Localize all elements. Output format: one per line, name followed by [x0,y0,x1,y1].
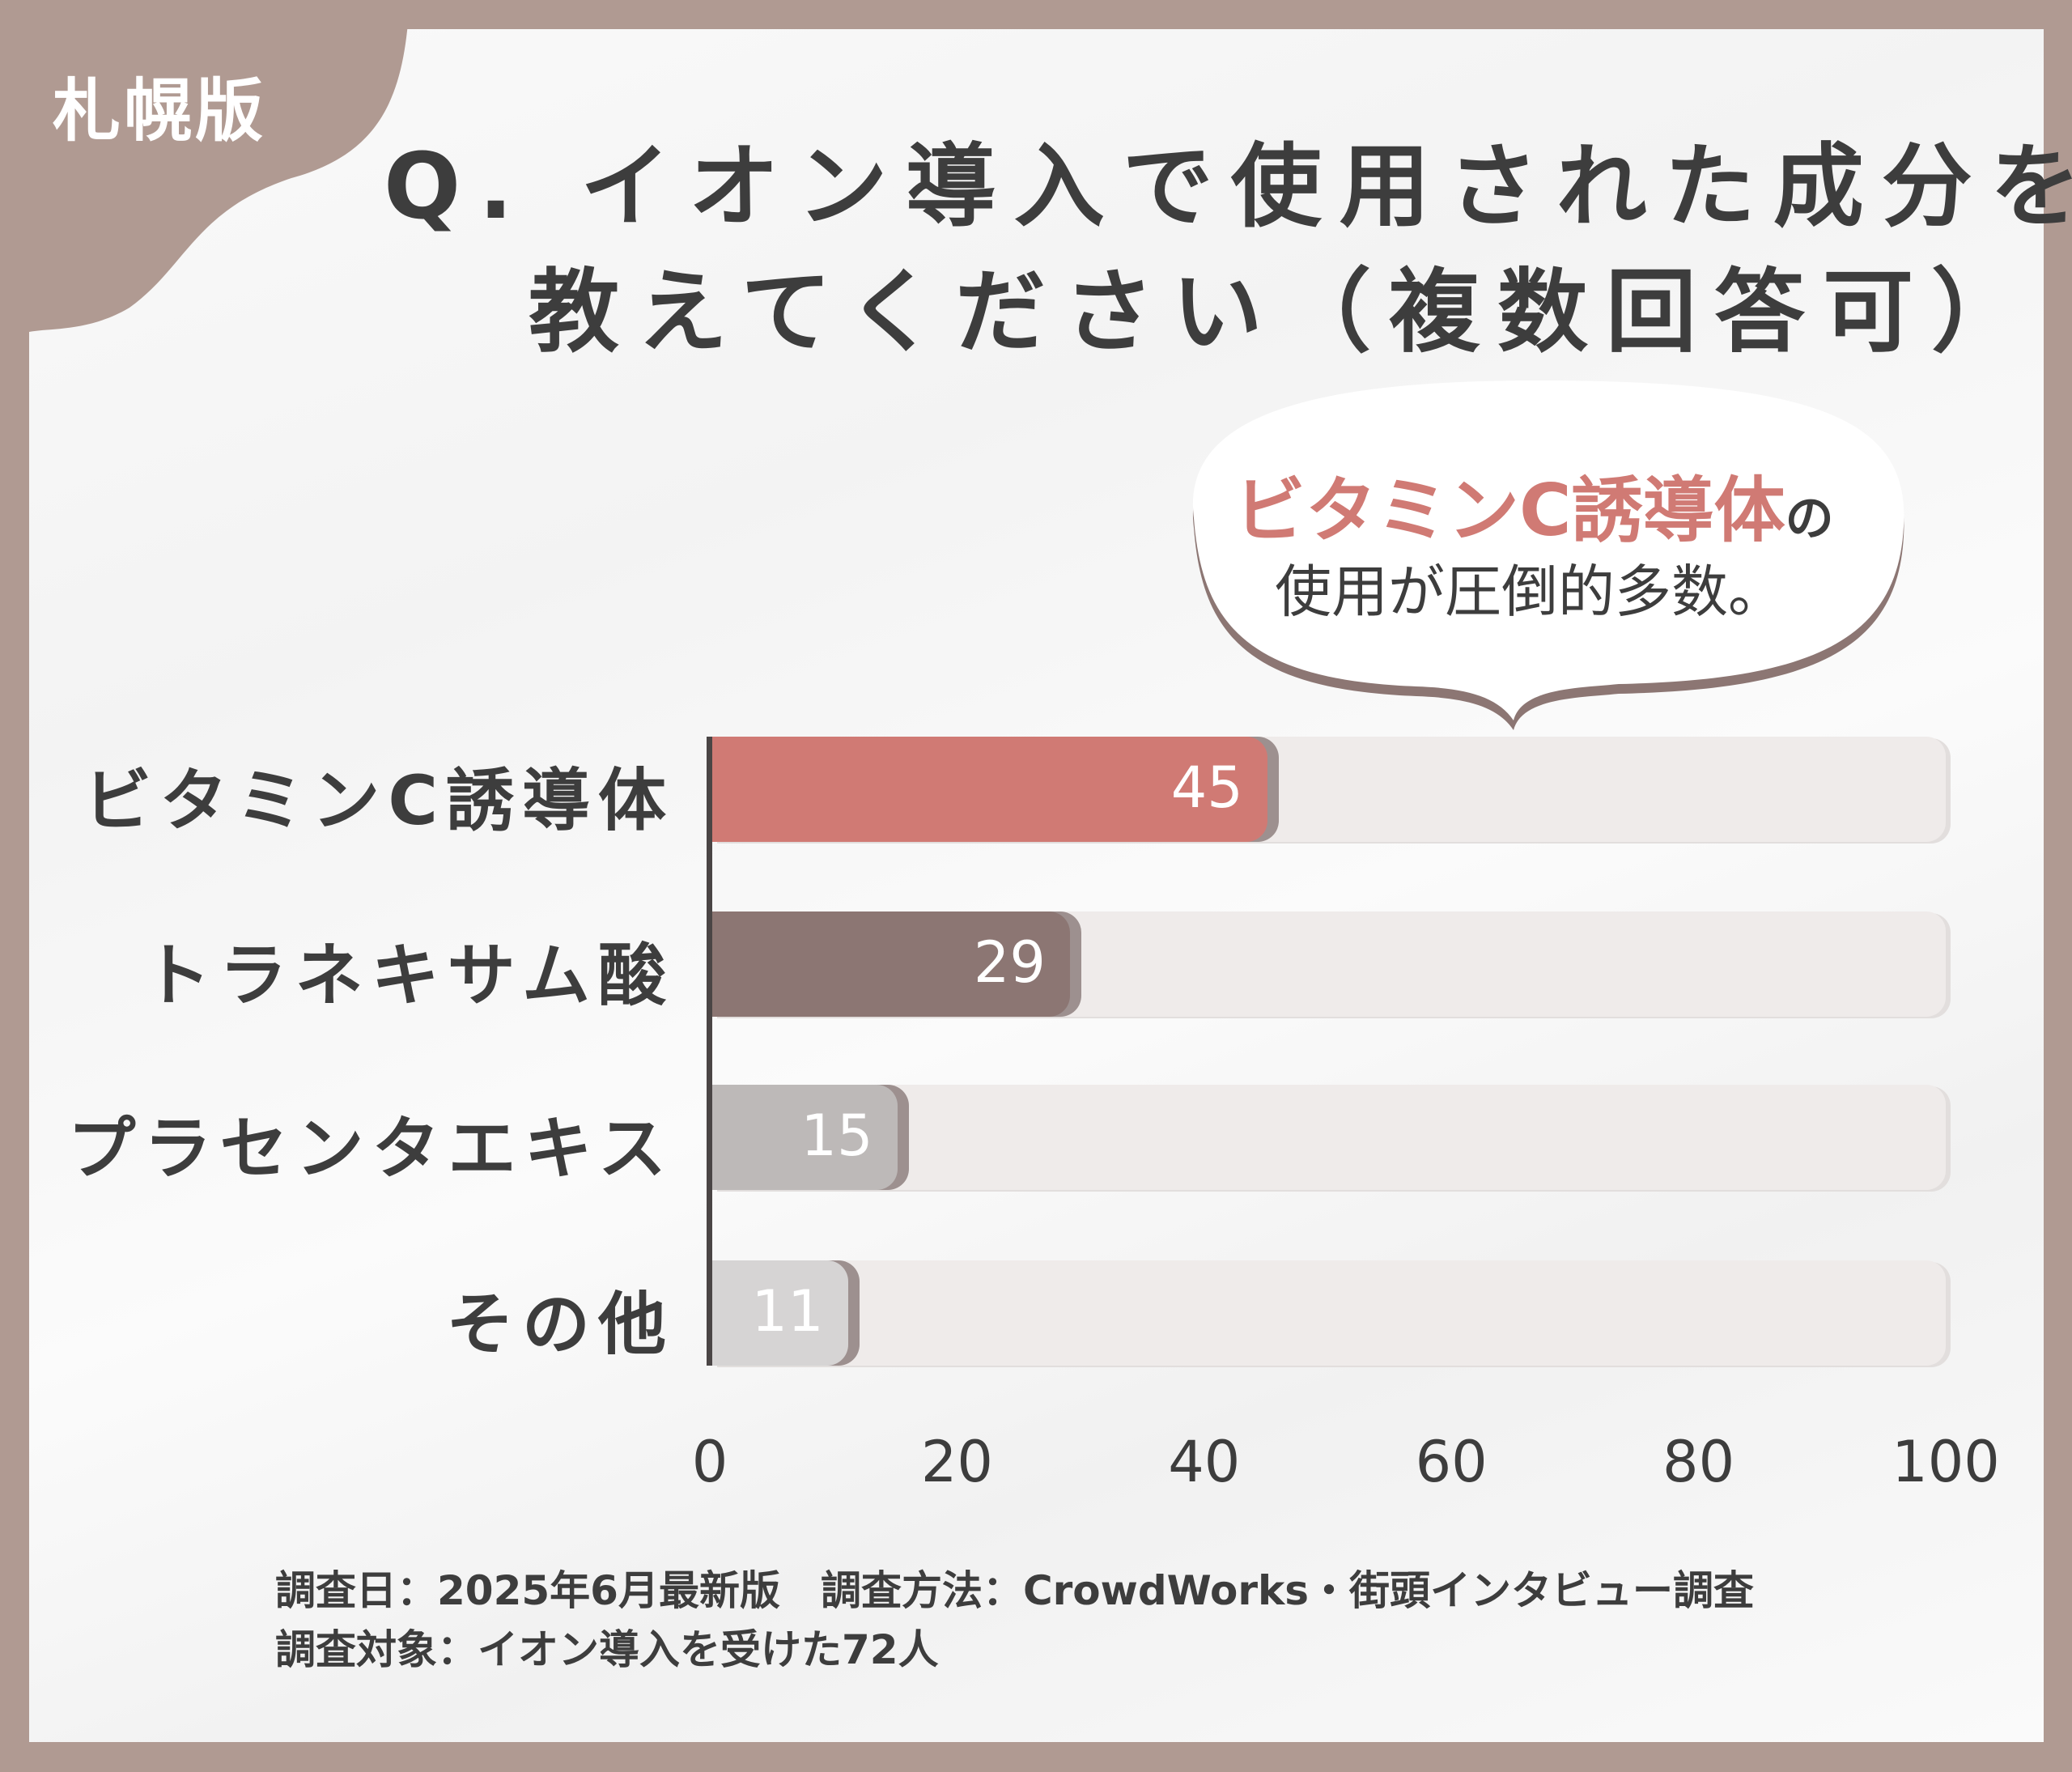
callout-particle: の [1785,491,1834,547]
bar-3 [712,1085,898,1190]
bar-value-label: 45 [1170,754,1243,821]
edition-label: 札幌版 [53,71,267,151]
y-axis-line [707,737,712,1366]
category-label: ビタミンC誘導体 [83,761,674,840]
bar-value-label: 15 [800,1103,873,1169]
bar-value-label: 11 [751,1278,824,1345]
callout-highlight: ビタミンC誘導体 [1234,469,1785,552]
footer-survey-target: 調査対象：イオン導入を受けた72人 [275,1626,939,1673]
x-tick-label: 20 [920,1429,993,1495]
callout-line1: ビタミンC誘導体の [1234,453,1834,556]
corner-blob [0,0,410,332]
bar-track [712,1260,1946,1366]
bar-2 [712,911,1070,1017]
chart-title-line2: 教えてください（複数回答可） [529,260,2040,365]
category-label: トラネキサム酸 [142,936,674,1015]
x-tick-label: 0 [691,1429,728,1495]
footer-survey-info: 調査日：2025年6月最新版 調査方法：CrowdWorks・街頭インタビュー調… [275,1567,1755,1614]
x-tick-label: 100 [1892,1429,2000,1495]
x-tick-label: 60 [1415,1429,1488,1495]
bar-value-label: 29 [973,929,1046,996]
category-label: その他 [445,1285,674,1364]
speech-bubble [1192,380,1904,784]
bar-4 [712,1260,848,1366]
chart-title-line1: Q. イオン導入で使用された成分を [384,134,2072,240]
x-tick-label: 40 [1168,1429,1241,1495]
x-tick-label: 80 [1662,1429,1735,1495]
chart-panel [29,29,2044,1742]
bar-1 [712,737,1267,842]
bar-track [712,1085,1946,1190]
callout-line2: 使用が圧倒的多数。 [1275,559,1785,625]
category-label: プラセンタエキス [67,1109,674,1188]
